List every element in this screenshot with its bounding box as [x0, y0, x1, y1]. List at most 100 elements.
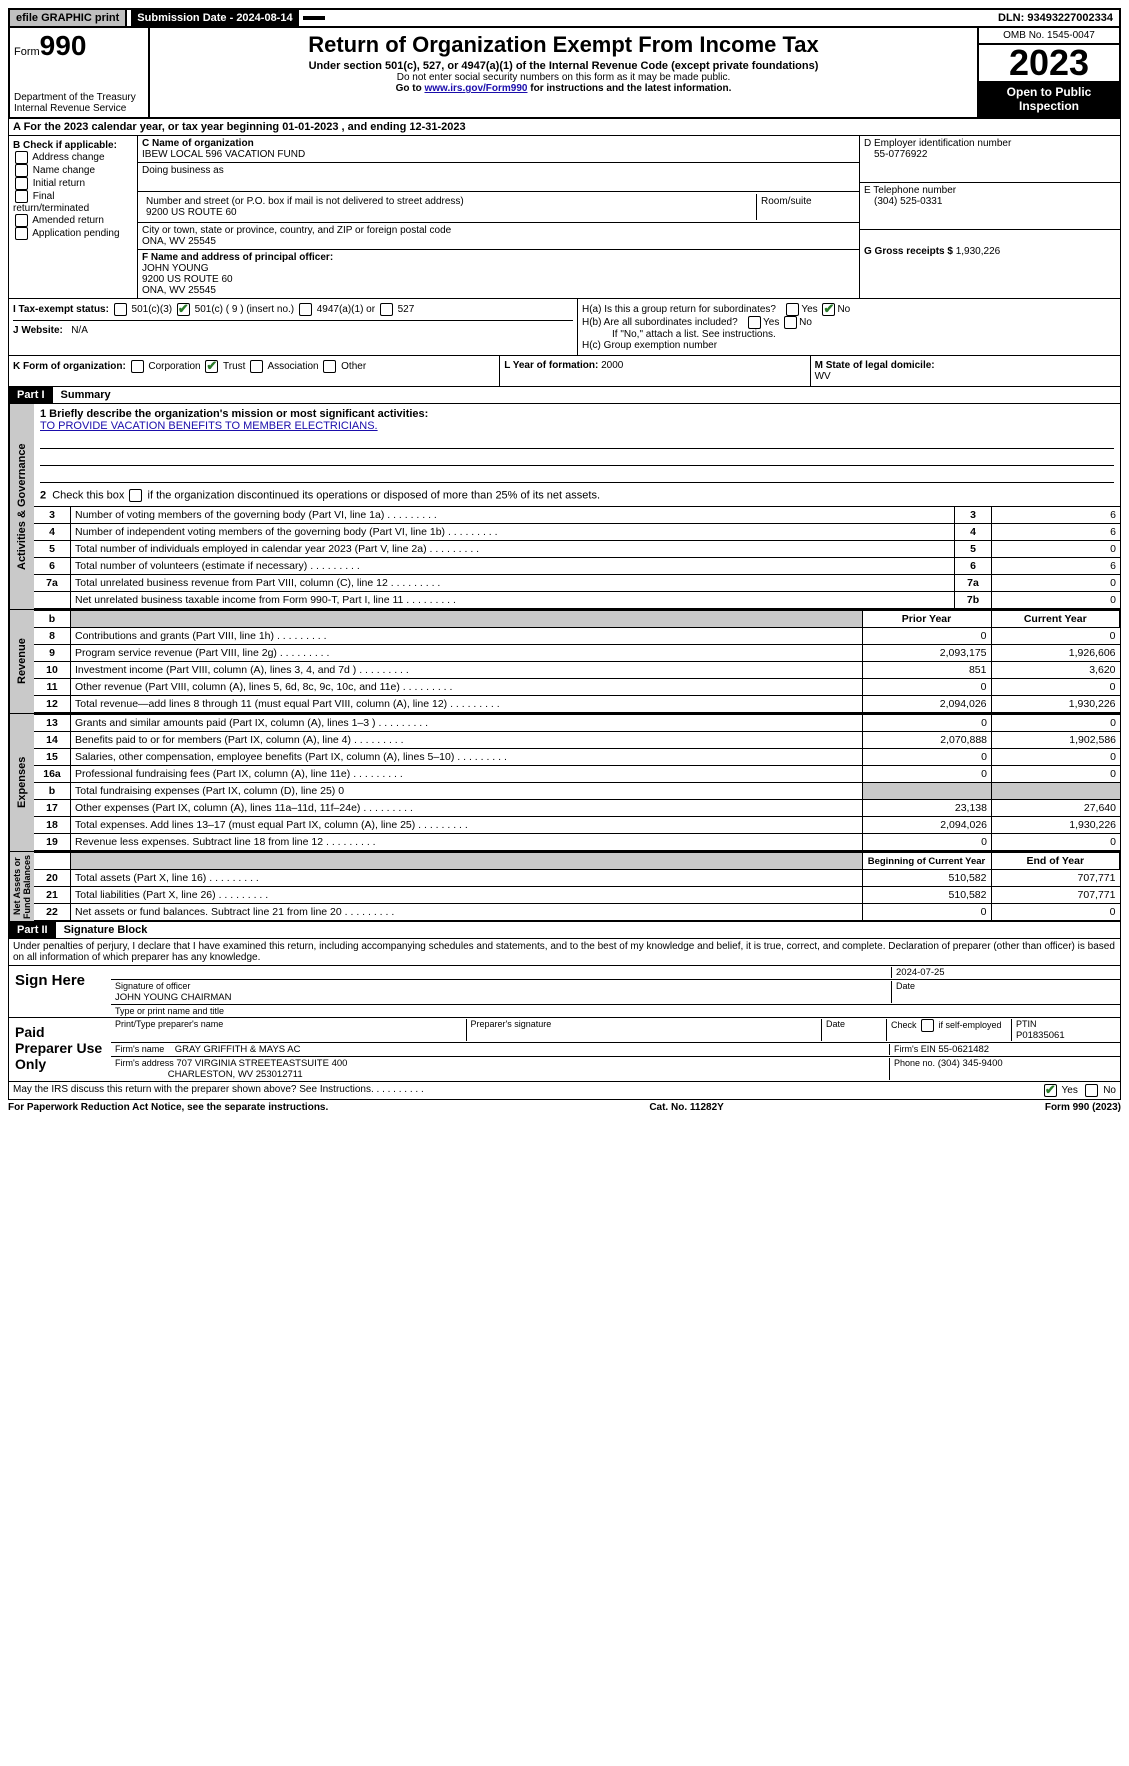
chk-501c[interactable]: [177, 303, 190, 316]
q2-label: 2 Check this box if the organization dis…: [40, 489, 1114, 502]
city-row: City or town, state or province, country…: [138, 223, 859, 250]
chk-name-change[interactable]: Name change: [13, 164, 133, 177]
officer-addr2: ONA, WV 25545: [142, 285, 216, 296]
col-b-checkboxes: B Check if applicable: Address change Na…: [9, 136, 138, 298]
table-row: 15 Salaries, other compensation, employe…: [34, 749, 1120, 766]
table-row: 10 Investment income (Part VIII, column …: [34, 662, 1120, 679]
footer-cat: Cat. No. 11282Y: [649, 1102, 723, 1113]
table-row: 18 Total expenses. Add lines 13–17 (must…: [34, 817, 1120, 834]
table-row: 13 Grants and similar amounts paid (Part…: [34, 715, 1120, 732]
chk-discontinued[interactable]: [129, 489, 142, 502]
chk-amended[interactable]: Amended return: [13, 214, 133, 227]
rev-table: b Prior YearCurrent Year8 Contributions …: [34, 610, 1120, 713]
irs-link[interactable]: www.irs.gov/Form990: [424, 83, 527, 94]
chk-501c3[interactable]: [114, 303, 127, 316]
chk-trust[interactable]: [205, 360, 218, 373]
ha-yes[interactable]: [786, 303, 799, 316]
discuss-no[interactable]: [1085, 1084, 1098, 1097]
phone-row: E Telephone number (304) 525-0331: [860, 183, 1120, 230]
hb-note: If "No," attach a list. See instructions…: [582, 329, 1116, 340]
na-section: Net Assets or Fund Balances Beginning of…: [8, 852, 1121, 922]
form-number: Form990: [14, 30, 144, 62]
ein-row: D Employer identification number 55-0776…: [860, 136, 1120, 183]
chk-other[interactable]: [323, 360, 336, 373]
phone-value: (304) 525-0331: [864, 196, 942, 207]
website-label: J Website:: [13, 325, 63, 336]
l-year: L Year of formation: 2000: [500, 356, 810, 386]
open-to-public: Open to Public Inspection: [979, 81, 1119, 117]
chk-assoc[interactable]: [250, 360, 263, 373]
phone-label: E Telephone number: [864, 185, 956, 196]
part1-label: Part I: [9, 387, 53, 403]
table-row: 7a Total unrelated business revenue from…: [34, 575, 1120, 592]
sig-date: 2024-07-25: [891, 967, 1116, 978]
part1-header: Part I Summary: [8, 387, 1121, 404]
hb-yes[interactable]: [748, 316, 761, 329]
chk-app-pending[interactable]: Application pending: [13, 227, 133, 240]
ijh-block: I Tax-exempt status: 501(c)(3) 501(c) ( …: [8, 299, 1121, 356]
org-name-row: C Name of organization IBEW LOCAL 596 VA…: [138, 136, 859, 163]
org-name-value: IBEW LOCAL 596 VACATION FUND: [142, 149, 305, 160]
chk-final-return[interactable]: Final return/terminated: [13, 190, 133, 214]
h-block: H(a) Is this a group return for subordin…: [578, 299, 1120, 355]
chk-corp[interactable]: [131, 360, 144, 373]
rev-section: Revenue b Prior YearCurrent Year8 Contri…: [8, 610, 1121, 714]
k-form-org: K Form of organization: Corporation Trus…: [9, 356, 500, 386]
spacer: [303, 16, 325, 20]
table-row: 8 Contributions and grants (Part VIII, l…: [34, 628, 1120, 645]
self-emp: Check if self-employed: [886, 1019, 1011, 1041]
officer-name: JOHN YOUNG: [142, 263, 209, 274]
table-row: 6 Total number of volunteers (estimate i…: [34, 558, 1120, 575]
efile-print-button[interactable]: efile GRAPHIC print: [10, 10, 127, 26]
ha-no[interactable]: [822, 303, 835, 316]
website-row: J Website: N/A: [13, 325, 573, 336]
part2-header: Part II Signature Block: [8, 922, 1121, 939]
exp-table: 13 Grants and similar amounts paid (Part…: [34, 714, 1120, 851]
uline: [40, 451, 1114, 466]
officer-addr1: 9200 US ROUTE 60: [142, 274, 233, 285]
chk-527[interactable]: [380, 303, 393, 316]
ag-section: Activities & Governance 1 Briefly descri…: [8, 404, 1121, 610]
prep-sig-label: Preparer's signature: [466, 1019, 822, 1041]
discuss-row: May the IRS discuss this return with the…: [8, 1082, 1121, 1100]
top-bar: efile GRAPHIC print Submission Date - 20…: [8, 8, 1121, 28]
na-table: Beginning of Current YearEnd of Year20 T…: [34, 852, 1120, 921]
sig-officer-label: Signature of officer: [115, 981, 190, 991]
discuss-text: May the IRS discuss this return with the…: [13, 1084, 424, 1097]
footer-pra: For Paperwork Reduction Act Notice, see …: [8, 1102, 328, 1113]
dba-row: Doing business as: [138, 163, 859, 192]
gross-receipts-row: G Gross receipts $ 1,930,226: [860, 230, 1120, 284]
chk-self-emp[interactable]: [921, 1019, 934, 1032]
chk-4947[interactable]: [299, 303, 312, 316]
col-b-header: B Check if applicable:: [13, 140, 133, 151]
firm-addr1: 707 VIRGINIA STREETEASTSUITE 400: [176, 1058, 347, 1069]
uline: [40, 434, 1114, 449]
table-row: 9 Program service revenue (Part VIII, li…: [34, 645, 1120, 662]
tax-exempt-label: I Tax-exempt status:: [13, 304, 109, 315]
table-row: 22 Net assets or fund balances. Subtract…: [34, 904, 1120, 921]
table-row: 4 Number of independent voting members o…: [34, 524, 1120, 541]
firm-addr2: CHARLESTON, WV 253012711: [168, 1069, 303, 1080]
submission-date: Submission Date - 2024-08-14: [131, 10, 298, 26]
part2-title: Signature Block: [56, 922, 156, 938]
chk-address-change[interactable]: Address change: [13, 151, 133, 164]
table-row: 12 Total revenue—add lines 8 through 11 …: [34, 696, 1120, 713]
table-row: 17 Other expenses (Part IX, column (A), …: [34, 800, 1120, 817]
sign-here-label: Sign Here: [9, 966, 111, 1017]
chk-initial-return[interactable]: Initial return: [13, 177, 133, 190]
ein-label: D Employer identification number: [864, 138, 1011, 149]
table-row: 20 Total assets (Part X, line 16) 510,58…: [34, 870, 1120, 887]
footer: For Paperwork Reduction Act Notice, see …: [8, 1100, 1121, 1115]
tax-year: 2023: [979, 45, 1119, 81]
footer-form: Form 990 (2023): [1045, 1102, 1121, 1113]
form-title: Return of Organization Exempt From Incom…: [156, 32, 971, 58]
table-row: 3 Number of voting members of the govern…: [34, 507, 1120, 524]
hb-no[interactable]: [784, 316, 797, 329]
city-value: ONA, WV 25545: [142, 236, 216, 247]
table-row: b Total fundraising expenses (Part IX, c…: [34, 783, 1120, 800]
klm-row: K Form of organization: Corporation Trus…: [8, 356, 1121, 387]
sig-officer-name: JOHN YOUNG CHAIRMAN: [115, 992, 231, 1003]
form-subtitle: Under section 501(c), 527, or 4947(a)(1)…: [156, 60, 971, 72]
officer-label: F Name and address of principal officer:: [142, 252, 333, 263]
discuss-yes[interactable]: [1044, 1084, 1057, 1097]
